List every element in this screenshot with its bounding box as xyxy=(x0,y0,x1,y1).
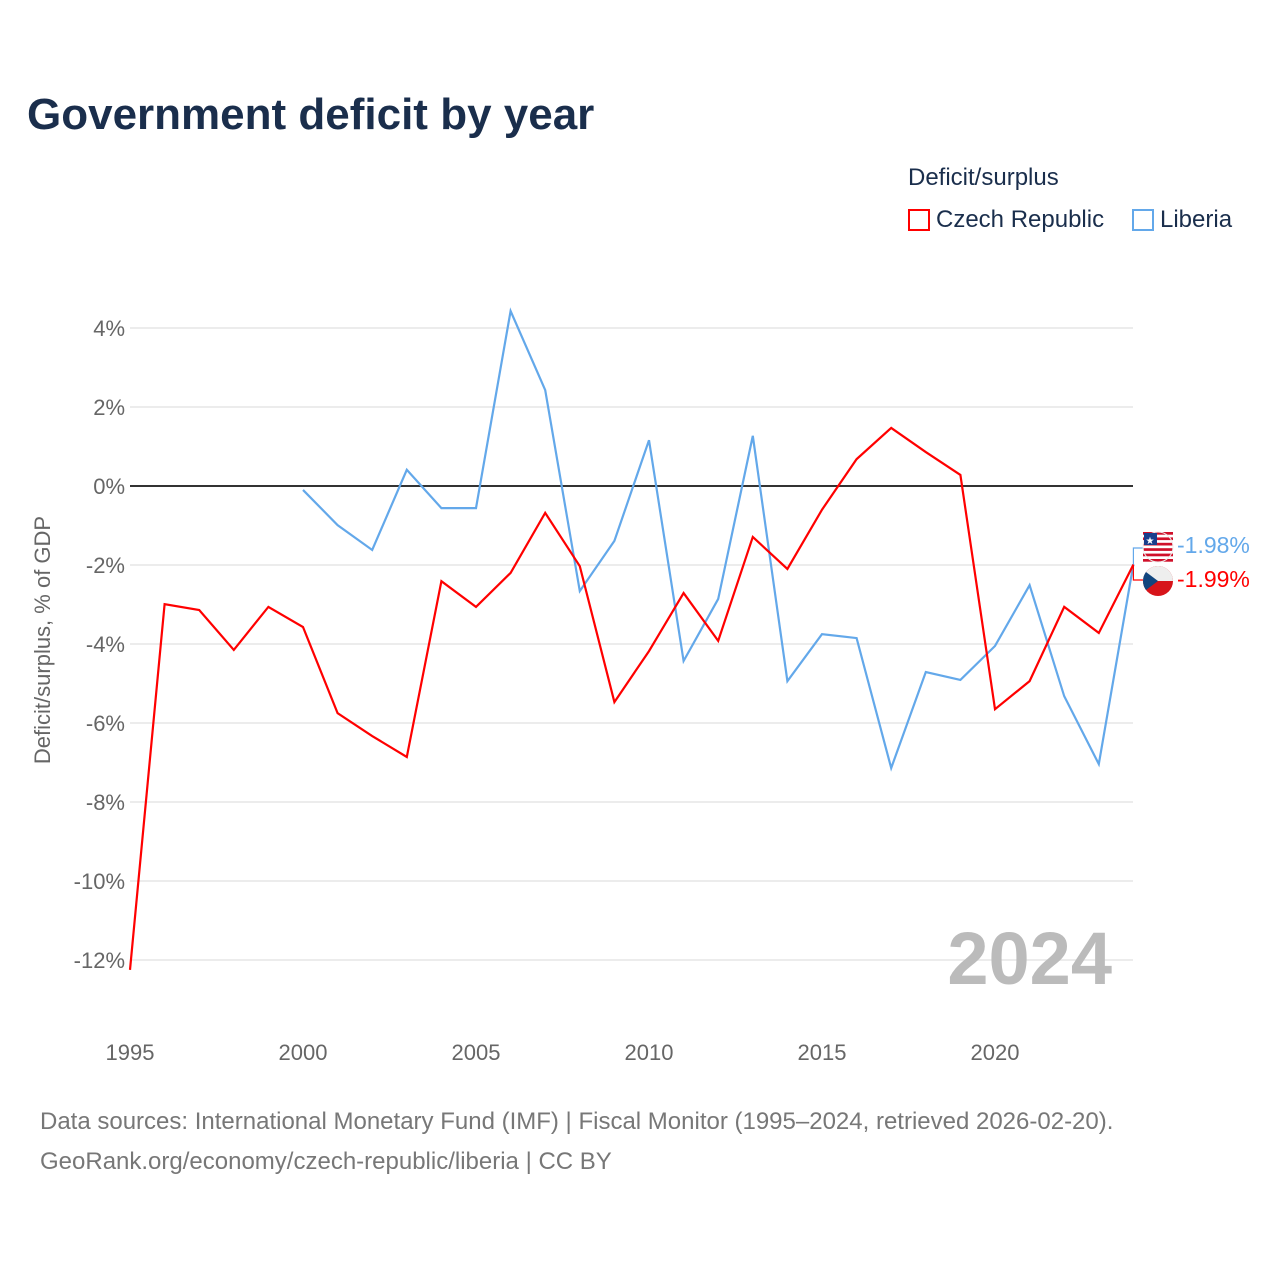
connector-liberia xyxy=(1132,547,1143,565)
connector-czech-republic xyxy=(1132,564,1143,581)
flag-triangle xyxy=(1143,572,1158,590)
source-note: Data sources: International Monetary Fun… xyxy=(40,1108,1114,1135)
x-tick-label: 1995 xyxy=(106,1040,155,1065)
source-url: GeoRank.org/economy/czech-republic/liber… xyxy=(40,1148,612,1175)
liberia-flag-icon xyxy=(1143,532,1173,562)
series-line-liberia xyxy=(302,307,1135,772)
x-tick-label: 2020 xyxy=(971,1040,1020,1065)
flag-canton xyxy=(1144,533,1157,545)
legend-item-czech-republic[interactable]: Czech Republic xyxy=(908,206,1104,234)
flag-outline xyxy=(1142,531,1174,563)
page-title: Government deficit by year xyxy=(27,90,595,139)
y-tick-label: -4% xyxy=(86,632,125,657)
end-label-liberia: -1.98% xyxy=(1177,532,1250,558)
end-label-czech-republic: -1.99% xyxy=(1177,566,1250,592)
legend-swatch xyxy=(1132,209,1154,231)
legend-label: Liberia xyxy=(1160,206,1233,233)
x-tick-label: 2005 xyxy=(452,1040,501,1065)
y-tick-label: -12% xyxy=(74,948,125,973)
y-axis-label: Deficit/surplus, % of GDP xyxy=(30,516,55,764)
flag-star: ★ xyxy=(1146,536,1155,547)
y-tick-label: -10% xyxy=(74,869,125,894)
series-line-czech-republic xyxy=(128,426,1135,970)
legend-label: Czech Republic xyxy=(936,206,1105,233)
legend-item-liberia[interactable]: Liberia xyxy=(1132,206,1232,234)
x-tick-label: 2000 xyxy=(279,1040,328,1065)
year-watermark: 2024 xyxy=(947,917,1112,1000)
y-tick-label: 4% xyxy=(93,316,125,341)
y-tick-label: 0% xyxy=(93,474,125,499)
x-tick-label: 2015 xyxy=(798,1040,847,1065)
y-tick-label: -6% xyxy=(86,711,125,736)
y-tick-label: -2% xyxy=(86,553,125,578)
legend-title: Deficit/surplus xyxy=(908,164,1059,191)
x-tick-label: 2010 xyxy=(625,1040,674,1065)
y-tick-label: 2% xyxy=(93,395,125,420)
legend-swatch xyxy=(908,209,930,231)
y-tick-label: -8% xyxy=(86,790,125,815)
